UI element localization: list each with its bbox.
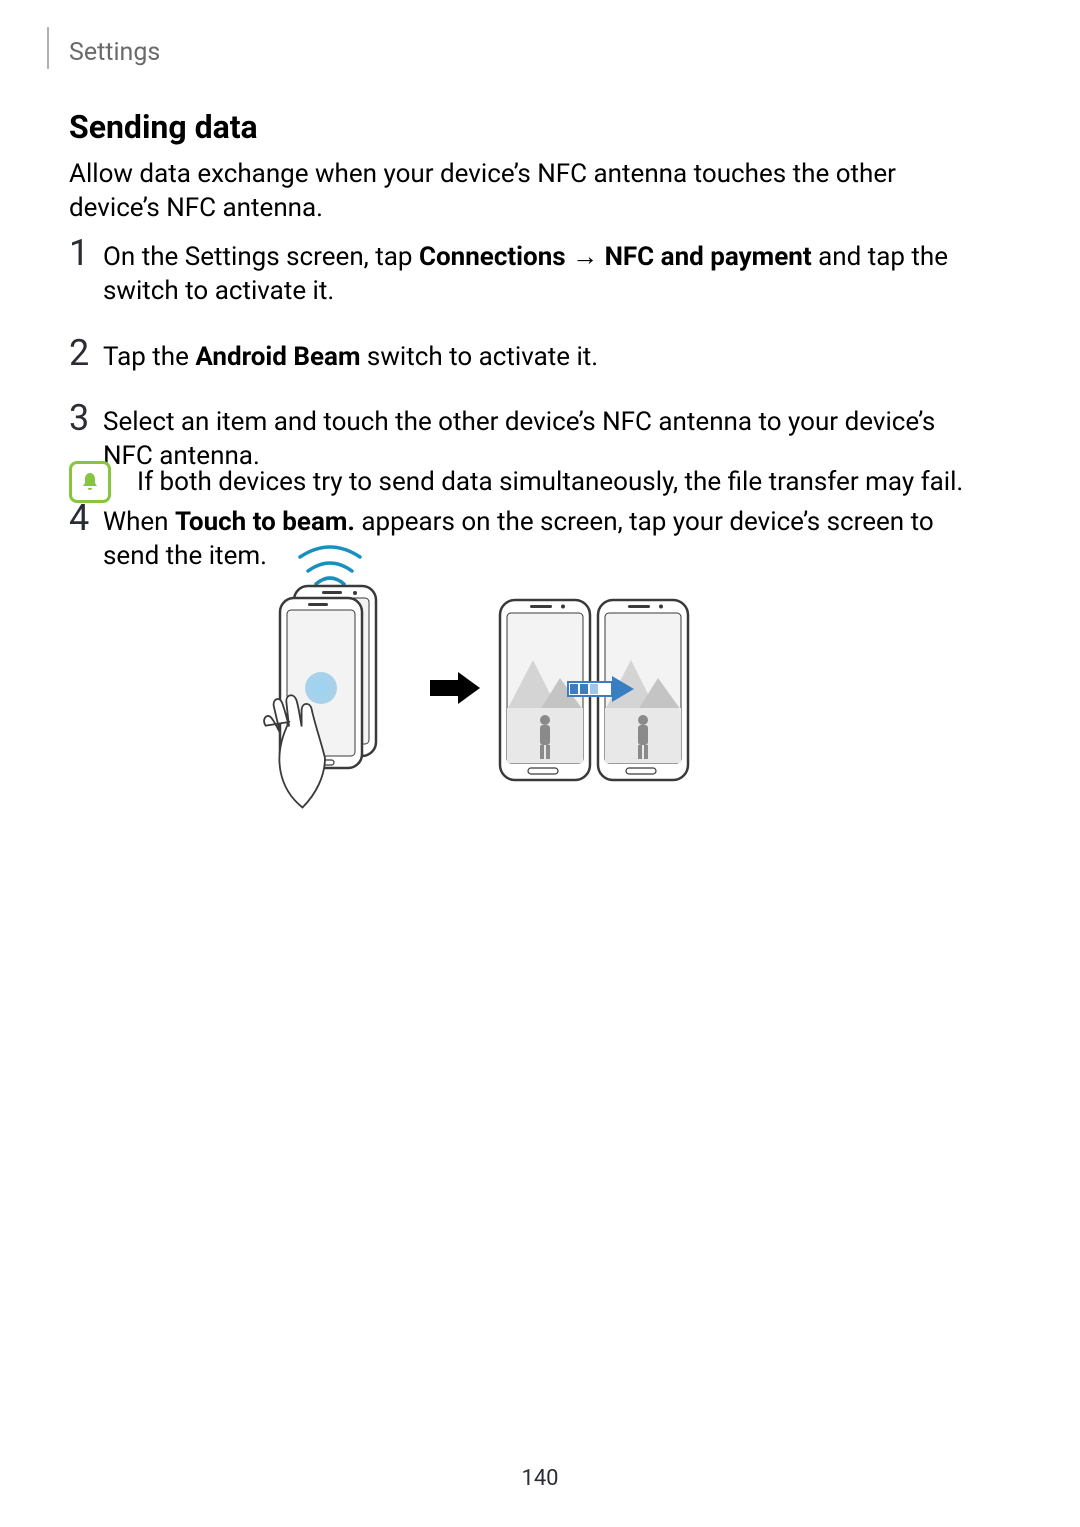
step-item: 2 Tap the Android Beam switch to activat… (69, 335, 989, 375)
page-number: 140 (0, 1466, 1080, 1491)
step-text: Tap the Android Beam switch to activate … (103, 335, 598, 375)
step-bold: Connections (419, 242, 566, 272)
step-bold: Android Beam (195, 342, 360, 372)
step-number: 3 (69, 400, 103, 436)
section-title: Sending data (69, 108, 258, 146)
nfc-illustration (0, 530, 1080, 830)
breadcrumb: Settings (69, 38, 160, 67)
section-intro: Allow data exchange when your device’s N… (69, 158, 949, 226)
step-number: 1 (69, 235, 103, 271)
step-pre: On the Settings screen, tap (103, 242, 419, 272)
bell-icon (69, 461, 111, 503)
note-row: If both devices try to send data simulta… (69, 461, 963, 503)
header-rule (47, 27, 49, 69)
step-item: 1 On the Settings screen, tap Connection… (69, 235, 989, 309)
step-bold: NFC and payment (605, 242, 812, 272)
step-mid: → (566, 242, 605, 272)
step-text: On the Settings screen, tap Connections … (103, 235, 989, 309)
note-text: If both devices try to send data simulta… (137, 467, 963, 497)
step-pre: Tap the (103, 342, 195, 372)
step-number: 2 (69, 335, 103, 371)
step-post: switch to activate it. (360, 342, 598, 372)
